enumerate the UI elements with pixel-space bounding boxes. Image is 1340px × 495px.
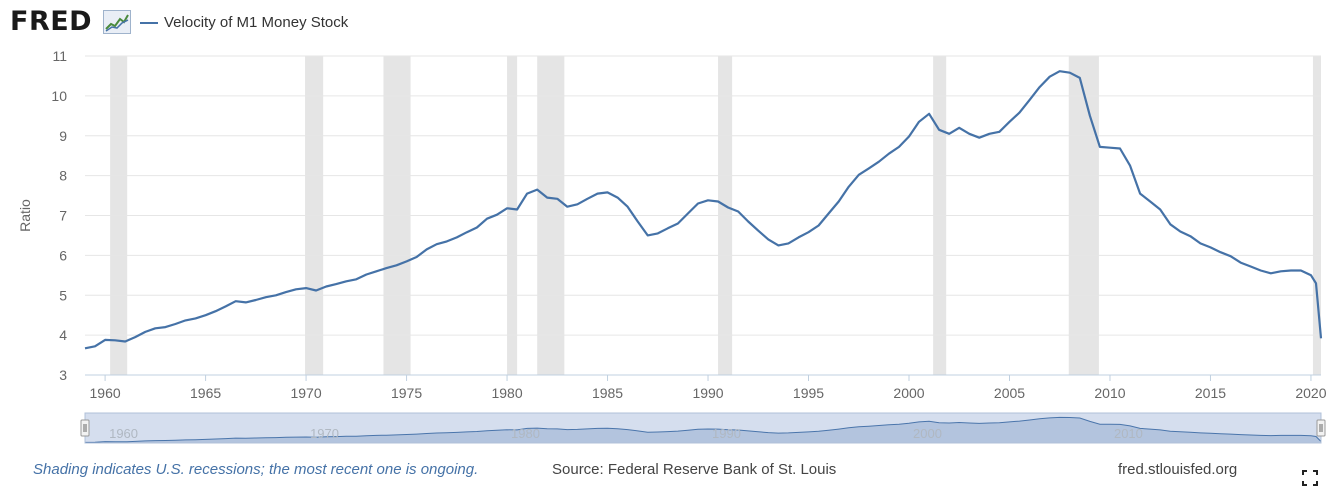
- y-tick-label: 5: [59, 287, 67, 303]
- x-tick-label: 1965: [190, 385, 221, 401]
- series: [84, 70, 1323, 350]
- legend-swatch: [140, 22, 158, 24]
- legend-label: Velocity of M1 Money Stock: [164, 14, 349, 31]
- line-chart-icon: [103, 10, 131, 34]
- y-tick-label: 11: [52, 48, 67, 64]
- range-navigator[interactable]: 1960 1970 1980 1990 2000 2010: [80, 412, 1326, 444]
- y-tick-label: 6: [59, 247, 67, 263]
- site-link[interactable]: fred.stlouisfed.org: [1118, 461, 1238, 478]
- navigator-label: 1980: [511, 426, 540, 441]
- y-axis: 3 4 5 6 7 8 9 10 11: [51, 48, 67, 383]
- navigator-label: 1990: [712, 426, 741, 441]
- y-tick-label: 3: [59, 367, 67, 383]
- x-tick-label: 1970: [290, 385, 321, 401]
- x-tick-label: 1990: [692, 385, 723, 401]
- recession-note: Shading indicates U.S. recessions; the m…: [33, 461, 479, 478]
- chart-header: FRED Velocity of M1 Money Stock: [0, 0, 1340, 46]
- navigator-label: 2000: [913, 426, 942, 441]
- navigator-label: 1960: [109, 426, 138, 441]
- navigator-handle-left[interactable]: [80, 419, 90, 437]
- x-tick-label: 1960: [90, 385, 121, 401]
- expand-icon[interactable]: [1302, 470, 1318, 486]
- y-tick-label: 7: [59, 208, 67, 224]
- y-tick-label: 4: [59, 327, 67, 343]
- y-tick-label: 8: [59, 168, 67, 184]
- navigator-handle-right[interactable]: [1316, 419, 1326, 437]
- source-note: Source: Federal Reserve Bank of St. Loui…: [552, 461, 837, 478]
- y-axis-title: Ratio: [17, 199, 33, 232]
- x-tick-label: 2015: [1195, 385, 1226, 401]
- navigator-area: [84, 416, 1322, 444]
- y-tick-label: 9: [59, 128, 67, 144]
- x-tick-label: 1980: [491, 385, 522, 401]
- fred-logo[interactable]: FRED: [10, 6, 93, 37]
- y-tick-label: 10: [51, 88, 67, 104]
- x-tick-label: 2020: [1295, 385, 1326, 401]
- navigator-selection[interactable]: [84, 412, 1322, 444]
- x-tick-label: 2010: [1094, 385, 1125, 401]
- series-line: [84, 70, 1323, 350]
- x-tick-label: 1995: [793, 385, 824, 401]
- x-tick-label: 2005: [994, 385, 1025, 401]
- navigator-label: 1970: [310, 426, 339, 441]
- x-axis: 1960 1965 1970 1975 1980 1985 1990 1995 2000 2005…: [90, 375, 1327, 401]
- x-tick-label: 1985: [592, 385, 623, 401]
- navigator-label: 2010: [1114, 426, 1143, 441]
- x-tick-label: 1975: [391, 385, 422, 401]
- x-tick-label: 2000: [893, 385, 924, 401]
